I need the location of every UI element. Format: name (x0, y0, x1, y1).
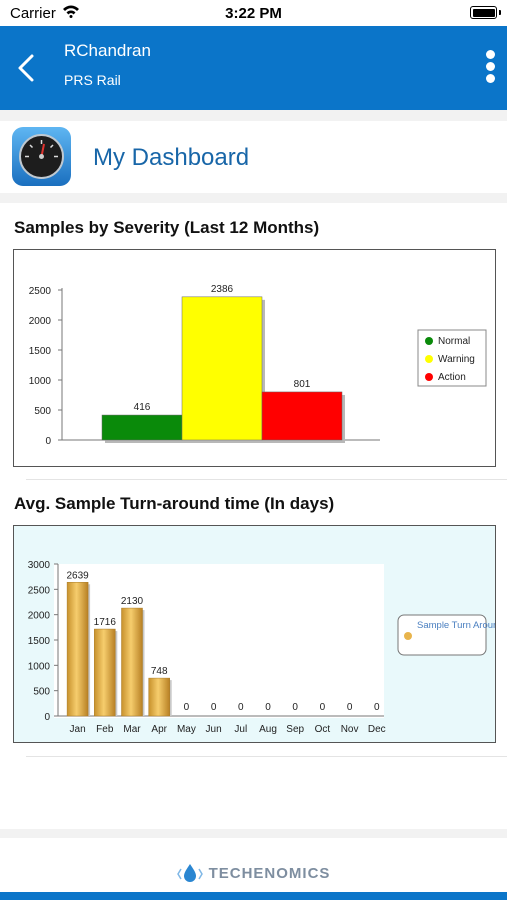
x-tick-label: Nov (341, 724, 359, 735)
x-tick-label: Jun (206, 724, 222, 735)
wifi-icon (63, 5, 79, 18)
bar-apr (148, 677, 170, 717)
legend-box (397, 614, 487, 656)
x-tick-label: Jan (70, 724, 86, 735)
x-tick-label: Feb (96, 724, 114, 735)
legend-swatch (425, 373, 433, 381)
data-label: 2386 (211, 284, 234, 295)
data-label: 0 (292, 702, 298, 713)
y-tick-label: 2000 (29, 316, 52, 327)
legend-entry: Normal (438, 336, 470, 347)
charts-card: Samples by Severity (Last 12 Months) 0 50… (0, 203, 507, 829)
app-header: RChandran PRS Rail (0, 26, 507, 110)
dashboard-gauge-icon (12, 127, 71, 186)
bar-mar (121, 607, 143, 717)
legend-swatch (404, 632, 412, 640)
data-label: 2639 (66, 570, 89, 581)
x-tick-label: Apr (151, 724, 167, 735)
x-tick-label: Jul (234, 724, 247, 735)
y-tick-label: 2500 (29, 286, 52, 297)
data-label: 0 (238, 702, 244, 713)
data-label: 2130 (121, 596, 144, 607)
data-label: 0 (184, 702, 190, 713)
clock: 3:22 PM (225, 5, 282, 22)
techenomics-logo-icon (176, 864, 203, 882)
chart-divider (26, 479, 507, 480)
chart-divider (26, 756, 507, 757)
data-label: 748 (151, 666, 168, 677)
legend-entry: Action (438, 372, 466, 383)
battery-icon (470, 6, 501, 19)
dashboard-header: My Dashboard (0, 121, 507, 193)
data-label: 801 (294, 379, 311, 390)
bar-action (261, 391, 343, 441)
bar-feb (94, 628, 116, 717)
bar-jan (66, 582, 89, 717)
x-tick-label: Mar (123, 724, 141, 735)
data-label: 1716 (94, 617, 117, 628)
y-tick-label: 0 (44, 712, 50, 723)
data-label: 0 (320, 702, 326, 713)
y-tick-label: 1000 (29, 376, 52, 387)
bar-normal (101, 414, 183, 441)
page-title: My Dashboard (93, 144, 250, 171)
x-tick-label: May (177, 724, 196, 735)
y-tick-label: 0 (45, 436, 51, 447)
severity-chart-title: Samples by Severity (Last 12 Months) (14, 218, 320, 237)
y-tick-label: 1500 (29, 346, 52, 357)
data-label: 0 (265, 702, 271, 713)
turnaround-chart: 0 500 1000 1500 2000 2500 3000 2639 Jan 1716 Feb 21… (13, 525, 507, 743)
back-arrow-icon[interactable] (14, 53, 40, 83)
y-tick-label: 500 (33, 687, 50, 698)
x-tick-label: Sep (286, 724, 304, 735)
more-menu-icon[interactable] (480, 50, 500, 86)
y-tick-label: 1500 (28, 636, 51, 647)
severity-chart: 0 500 1000 1500 2000 2500 416 2386 801 Normal Warn… (13, 249, 496, 467)
data-label: 0 (211, 702, 217, 713)
user-name: RChandran (64, 41, 151, 60)
footer: TECHENOMICS (0, 838, 507, 892)
y-tick-label: 3000 (28, 560, 51, 571)
x-tick-label: Dec (368, 724, 386, 735)
company-name: PRS Rail (64, 72, 121, 88)
bar-warning (181, 296, 263, 441)
x-tick-label: Oct (315, 724, 331, 735)
carrier-label: Carrier (10, 5, 56, 22)
data-label: 0 (347, 702, 353, 713)
legend-swatch (425, 337, 433, 345)
data-label: 0 (374, 702, 380, 713)
turnaround-chart-title: Avg. Sample Turn-around time (In days) (14, 494, 335, 513)
y-tick-label: 500 (34, 406, 51, 417)
legend-entry: Sample Turn Around Time (417, 620, 495, 631)
footer-brand: TECHENOMICS (208, 864, 331, 882)
bottom-bar (0, 892, 507, 900)
legend-swatch (425, 355, 433, 363)
data-label: 416 (134, 402, 151, 413)
y-tick-label: 1000 (28, 661, 51, 672)
x-tick-label: Aug (259, 724, 277, 735)
legend-entry: Warning (438, 354, 475, 365)
y-tick-label: 2000 (28, 611, 51, 622)
status-bar: Carrier 3:22 PM (0, 0, 507, 26)
y-tick-label: 2500 (28, 585, 51, 596)
